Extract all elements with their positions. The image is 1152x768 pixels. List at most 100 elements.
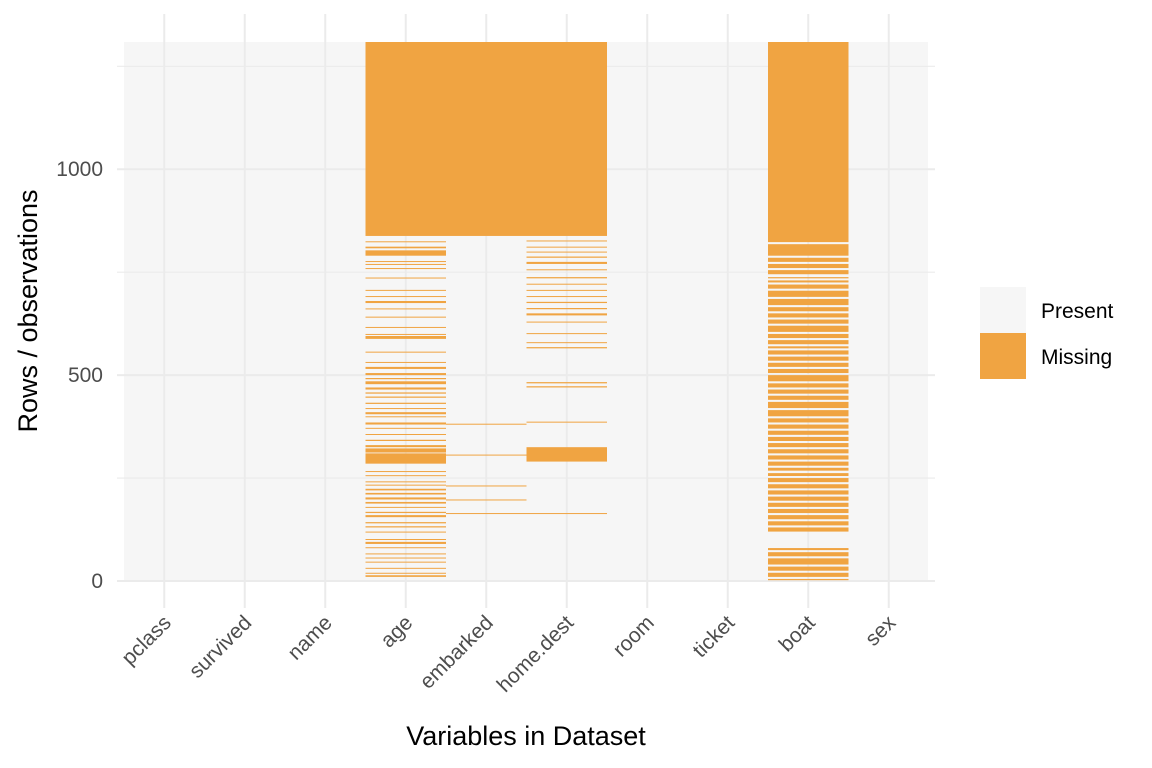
missing-cell xyxy=(365,416,446,418)
missing-cell xyxy=(365,289,446,291)
missing-cell xyxy=(526,42,607,236)
missing-cell xyxy=(365,575,446,577)
missing-cell xyxy=(768,325,849,332)
missing-cell xyxy=(365,326,446,328)
missing-cell xyxy=(768,350,849,355)
x-tick-label: ticket xyxy=(688,611,739,662)
missing-cell xyxy=(365,373,446,376)
missing-cell xyxy=(768,436,849,441)
missing-cell xyxy=(526,382,607,384)
missing-cell xyxy=(365,492,446,495)
missing-cell xyxy=(365,336,446,339)
missing-cell xyxy=(526,321,607,323)
missing-cell xyxy=(768,430,849,435)
missing-cell xyxy=(365,506,446,508)
missing-cell xyxy=(768,424,849,429)
missing-cell xyxy=(526,333,607,335)
missing-cell xyxy=(768,496,849,501)
missing-cell xyxy=(768,346,849,349)
missing-cell xyxy=(365,553,446,555)
missing-cell xyxy=(768,389,849,394)
missing-cell xyxy=(526,386,607,388)
x-tick-label: sex xyxy=(861,611,901,651)
missing-cell xyxy=(768,478,849,483)
missing-cell xyxy=(365,439,446,441)
missing-cell xyxy=(768,521,849,526)
missing-cell xyxy=(768,307,849,312)
missing-cell xyxy=(446,499,527,501)
missing-cell xyxy=(768,368,849,374)
missing-cell xyxy=(526,421,607,423)
missing-cell xyxy=(768,375,849,382)
missing-cell xyxy=(768,490,849,495)
missing-cell xyxy=(768,473,849,476)
missing-cell xyxy=(768,362,849,367)
missing-cell xyxy=(768,313,849,318)
missing-cell xyxy=(365,567,446,569)
missing-cell xyxy=(365,333,446,335)
missing-cell xyxy=(768,277,849,279)
missing-cell xyxy=(365,366,446,369)
missing-cell xyxy=(365,539,446,540)
missing-cell xyxy=(365,526,446,528)
missing-cell xyxy=(526,283,607,285)
missing-cell xyxy=(768,284,849,289)
legend-swatch-missing xyxy=(980,333,1026,379)
missing-cell xyxy=(768,333,849,339)
missing-cell xyxy=(365,263,446,265)
missing-cell xyxy=(365,501,446,504)
y-axis-ticks: 0 500 1000 xyxy=(56,158,103,593)
missing-cell xyxy=(365,541,446,544)
missing-cell xyxy=(768,383,849,388)
missing-cell xyxy=(768,356,849,361)
missing-cell xyxy=(365,402,446,404)
missing-cell xyxy=(768,298,849,306)
missing-cell xyxy=(768,515,849,520)
missing-cell xyxy=(365,392,446,394)
missing-cell xyxy=(768,548,849,551)
missing-cell xyxy=(526,289,607,291)
missing-cell xyxy=(768,443,849,448)
missing-cell xyxy=(446,454,527,456)
missing-cell xyxy=(768,418,849,423)
missing-cell xyxy=(365,396,446,398)
missing-cell xyxy=(365,484,446,486)
x-tick-label: home.dest xyxy=(493,611,579,697)
missing-cell xyxy=(365,531,446,533)
missing-cell xyxy=(365,378,446,380)
missing-cell xyxy=(526,347,607,349)
missing-cell xyxy=(768,401,849,409)
missing-cell xyxy=(526,342,607,344)
missing-cell xyxy=(365,427,446,429)
legend-label-present: Present xyxy=(1041,300,1114,323)
y-tick-label: 0 xyxy=(91,570,103,593)
y-axis-title: Rows / observations xyxy=(13,189,43,432)
missing-cell xyxy=(365,561,446,563)
missing-cell xyxy=(526,269,607,271)
missing-cell xyxy=(365,471,446,473)
missing-cell xyxy=(768,395,849,400)
missing-cell xyxy=(365,445,446,448)
missing-cell xyxy=(365,351,446,353)
missing-cell xyxy=(365,448,446,453)
missing-cell xyxy=(526,513,607,515)
missing-cell xyxy=(526,251,607,253)
missing-cell xyxy=(365,387,446,390)
missing-cell xyxy=(365,481,446,483)
legend-label-missing: Missing xyxy=(1041,346,1112,369)
legend: Present Missing xyxy=(980,287,1114,379)
missing-cell xyxy=(768,257,849,262)
heatmap-cells xyxy=(365,42,849,581)
y-tick-label: 500 xyxy=(68,364,103,387)
missing-cell xyxy=(365,453,446,464)
missing-cell xyxy=(768,280,849,283)
missing-cell xyxy=(768,508,849,514)
missing-cell xyxy=(526,246,607,248)
missing-cell xyxy=(365,522,446,524)
x-tick-label: age xyxy=(376,611,417,652)
missing-cell xyxy=(526,447,607,462)
missing-cell xyxy=(526,240,607,242)
missing-cell xyxy=(365,412,446,415)
missing-cell xyxy=(446,485,527,487)
missing-cell xyxy=(365,422,446,425)
